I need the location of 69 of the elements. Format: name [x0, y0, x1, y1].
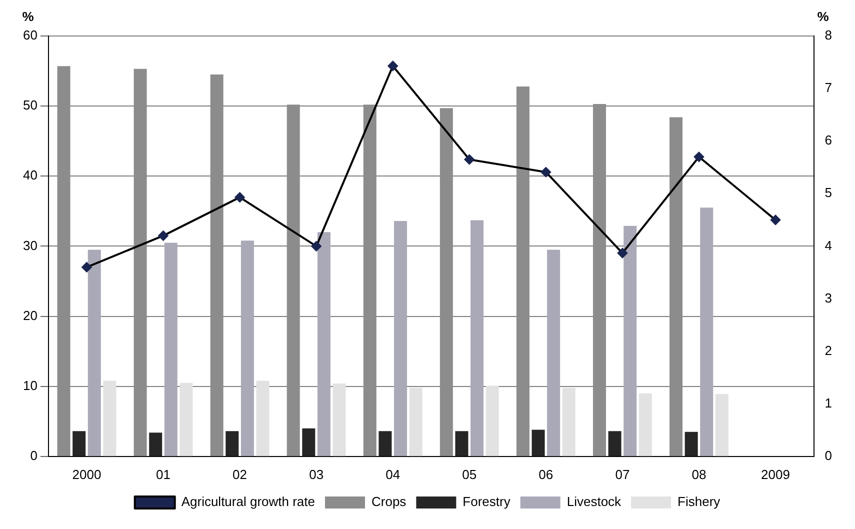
y2-tick-label: 2 [824, 342, 832, 358]
bar [547, 250, 560, 456]
x-tick-label: 2000 [72, 466, 102, 482]
y2-tick-label: 7 [824, 80, 832, 96]
y-tick-label: 10 [22, 378, 38, 393]
y2-tick-label: 8 [824, 28, 832, 43]
x-tick-label: 05 [462, 466, 477, 482]
y2-axis-title: % [817, 9, 830, 24]
y-tick-label: 40 [22, 168, 38, 183]
x-tick-label: 07 [615, 466, 630, 482]
y2-tick-label: 5 [824, 185, 832, 200]
bar [700, 208, 714, 456]
bar [516, 86, 530, 456]
bar [149, 432, 162, 456]
x-tick-label: 01 [156, 466, 170, 482]
bar [363, 104, 376, 456]
bar [164, 242, 178, 456]
bar [256, 380, 270, 456]
bar [88, 250, 101, 456]
x-tick-label: 02 [232, 466, 248, 482]
bar [715, 394, 728, 456]
bar [455, 431, 468, 456]
bar [624, 226, 637, 456]
legend-label: Livestock [566, 494, 622, 510]
bar [134, 68, 147, 456]
legend-label: Agricultural growth rate [181, 494, 316, 510]
bar [638, 393, 652, 456]
x-tick-label: 06 [538, 466, 554, 482]
bar [226, 431, 239, 456]
x-tick-label: 08 [692, 466, 706, 482]
bar [670, 117, 683, 456]
x-tick-label: 2009 [761, 466, 790, 482]
bar [103, 380, 116, 456]
bar [592, 104, 606, 456]
y-tick-label: 60 [22, 28, 38, 43]
legend-label: Fishery [678, 494, 721, 510]
y2-tick-label: 6 [824, 132, 832, 148]
bar [409, 388, 422, 456]
bar [332, 384, 346, 456]
bar [72, 431, 86, 456]
y2-tick-label: 1 [824, 395, 832, 410]
bar [286, 104, 300, 456]
bar [684, 432, 698, 456]
legend-label: Forestry [462, 494, 511, 510]
bar [302, 428, 316, 456]
y2-tick-label: 0 [824, 448, 832, 463]
bar [532, 430, 545, 456]
bar [562, 388, 576, 456]
y-tick-label: 50 [22, 98, 38, 113]
y2-tick-label: 3 [824, 290, 832, 306]
y-tick-label: 0 [30, 448, 38, 463]
bar [180, 382, 193, 456]
bar [210, 74, 224, 456]
y-axis-title: % [22, 9, 34, 24]
bar [317, 232, 330, 456]
bar [486, 386, 499, 456]
bar [394, 220, 408, 456]
y-tick-label: 20 [22, 308, 38, 323]
x-tick-label: 03 [309, 466, 324, 482]
x-tick-label: 04 [386, 466, 400, 482]
bar [470, 220, 484, 456]
bar [240, 240, 254, 456]
bar [57, 66, 70, 456]
bar [608, 431, 622, 456]
y-tick-label: 30 [22, 238, 38, 253]
bar [440, 108, 453, 456]
legend-label: Crops [372, 494, 407, 510]
bar [378, 431, 392, 456]
y2-tick-label: 4 [824, 238, 832, 253]
